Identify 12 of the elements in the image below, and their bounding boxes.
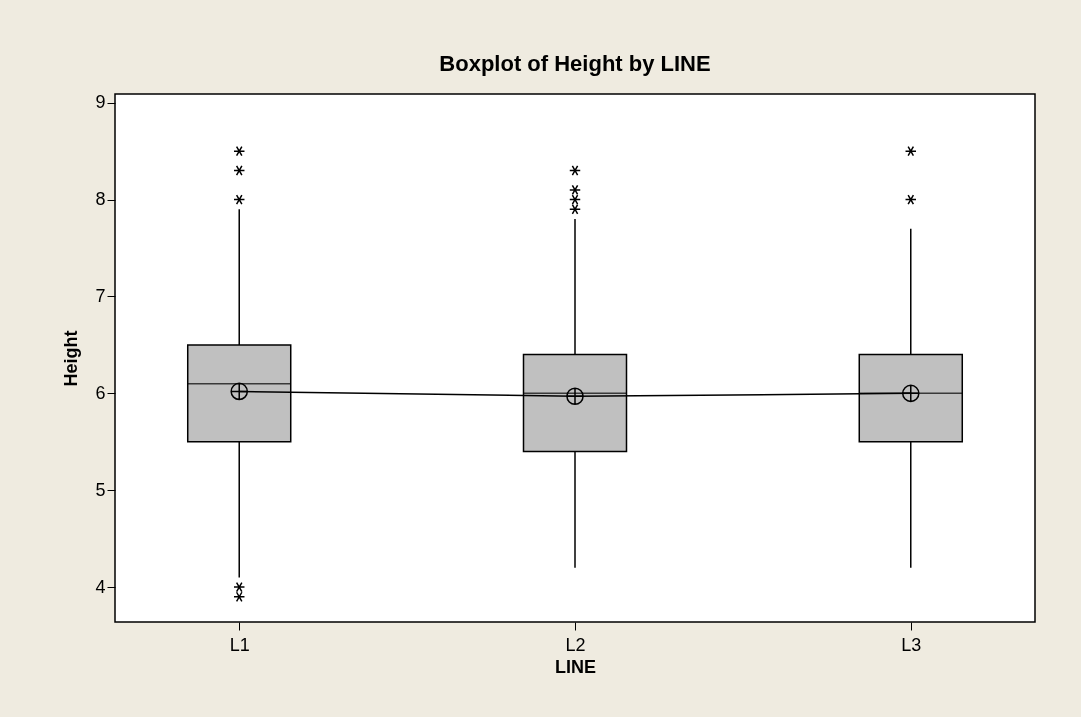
x-axis-title: LINE xyxy=(554,656,597,677)
y-tick-label: 5 xyxy=(95,479,106,500)
chart-title: Boxplot of Height by LINE xyxy=(439,50,711,76)
x-tick-label: L1 xyxy=(229,634,250,655)
y-tick-label: 4 xyxy=(95,576,106,597)
y-tick-label: 7 xyxy=(95,285,106,306)
y-tick-label: 6 xyxy=(95,382,106,403)
y-tick-label: 9 xyxy=(95,92,106,113)
x-tick-label: L2 xyxy=(565,634,586,655)
y-axis-title: Height xyxy=(61,330,82,387)
y-tick-label: 8 xyxy=(95,189,106,210)
x-tick-label: L3 xyxy=(901,634,922,655)
